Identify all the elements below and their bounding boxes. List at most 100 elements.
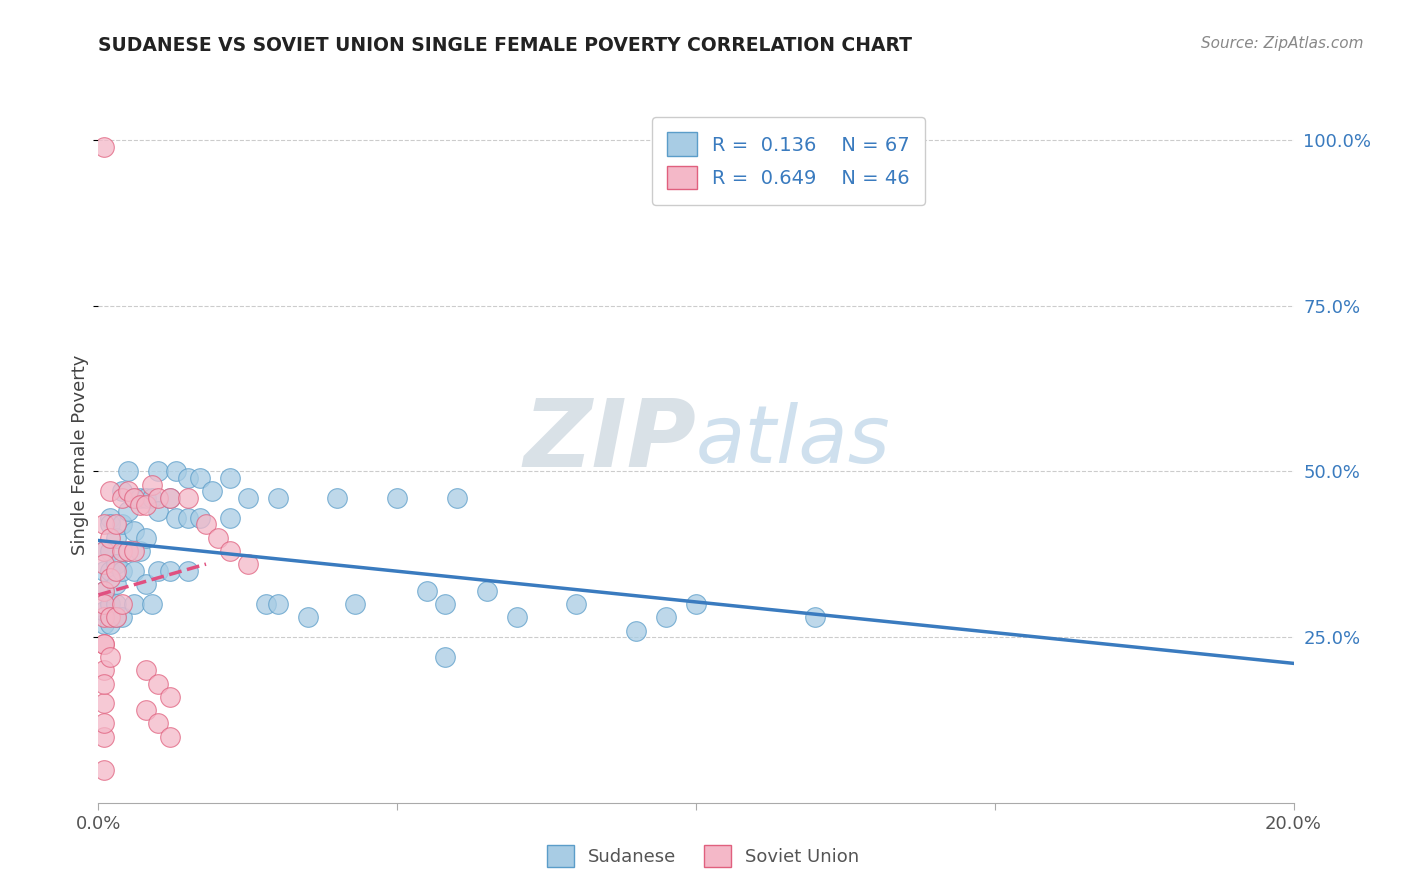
Point: [100, 570, 122, 584]
Point: [219, 471, 242, 485]
Point: [93, 663, 115, 677]
Point: [111, 484, 134, 499]
Point: [148, 564, 170, 578]
Point: [100, 650, 122, 665]
Point: [100, 484, 122, 499]
Point: [105, 517, 128, 532]
Point: [111, 597, 134, 611]
Point: [416, 583, 439, 598]
Point: [105, 610, 128, 624]
Point: [93, 637, 115, 651]
Point: [105, 597, 128, 611]
Point: [148, 491, 170, 505]
Point: [93, 583, 115, 598]
Point: [105, 564, 128, 578]
Point: [105, 577, 128, 591]
Point: [565, 597, 588, 611]
Point: [117, 465, 139, 479]
Point: [236, 558, 259, 572]
Point: [506, 610, 529, 624]
Point: [124, 491, 146, 505]
Point: [326, 491, 349, 505]
Point: [93, 610, 115, 624]
Point: [111, 491, 134, 505]
Point: [177, 471, 200, 485]
Point: [93, 564, 115, 578]
Point: [105, 531, 128, 545]
Point: [93, 583, 115, 598]
Legend: Sudanese, Soviet Union: Sudanese, Soviet Union: [540, 838, 866, 874]
Point: [434, 597, 457, 611]
Point: [655, 610, 678, 624]
Point: [188, 471, 211, 485]
Point: [111, 610, 134, 624]
Point: [195, 517, 218, 532]
Point: [100, 544, 122, 558]
Point: [124, 564, 146, 578]
Point: [148, 504, 170, 518]
Point: [135, 491, 157, 505]
Y-axis label: Single Female Poverty: Single Female Poverty: [70, 355, 89, 555]
Point: [93, 676, 115, 690]
Point: [434, 650, 457, 665]
Point: [124, 597, 146, 611]
Point: [117, 544, 139, 558]
Point: [93, 517, 115, 532]
Point: [93, 140, 115, 154]
Point: [685, 597, 707, 611]
Point: [177, 511, 200, 525]
Point: [100, 597, 122, 611]
Point: [475, 583, 498, 598]
Point: [201, 484, 224, 499]
Point: [100, 564, 122, 578]
Point: [626, 624, 648, 638]
Point: [148, 716, 170, 731]
Point: [111, 517, 134, 532]
Point: [188, 511, 211, 525]
Point: [446, 491, 468, 505]
Point: [254, 597, 277, 611]
Point: [105, 558, 128, 572]
Point: [148, 465, 170, 479]
Point: [148, 676, 170, 690]
Point: [93, 558, 115, 572]
Point: [135, 703, 157, 717]
Point: [219, 544, 242, 558]
Point: [124, 524, 146, 538]
Point: [93, 637, 115, 651]
Point: [297, 610, 319, 624]
Point: [93, 763, 115, 777]
Point: [159, 491, 181, 505]
Point: [117, 484, 139, 499]
Text: ZIP: ZIP: [523, 395, 696, 487]
Point: [207, 531, 229, 545]
Point: [159, 730, 181, 744]
Point: [93, 716, 115, 731]
Point: [236, 491, 259, 505]
Point: [267, 491, 290, 505]
Point: [344, 597, 367, 611]
Point: [100, 531, 122, 545]
Point: [111, 564, 134, 578]
Point: [100, 616, 122, 631]
Point: [93, 616, 115, 631]
Point: [105, 610, 128, 624]
Point: [129, 491, 152, 505]
Point: [93, 544, 115, 558]
Point: [135, 577, 157, 591]
Point: [117, 544, 139, 558]
Point: [124, 491, 146, 505]
Point: [804, 610, 827, 624]
Point: [93, 730, 115, 744]
Point: [385, 491, 409, 505]
Point: [177, 491, 200, 505]
Point: [165, 465, 187, 479]
Point: [219, 511, 242, 525]
Point: [100, 511, 122, 525]
Text: Source: ZipAtlas.com: Source: ZipAtlas.com: [1201, 36, 1364, 51]
Point: [100, 517, 122, 532]
Point: [135, 498, 157, 512]
Point: [93, 597, 115, 611]
Legend: R =  0.136    N = 67, R =  0.649    N = 46: R = 0.136 N = 67, R = 0.649 N = 46: [652, 117, 925, 205]
Text: SUDANESE VS SOVIET UNION SINGLE FEMALE POVERTY CORRELATION CHART: SUDANESE VS SOVIET UNION SINGLE FEMALE P…: [98, 36, 912, 54]
